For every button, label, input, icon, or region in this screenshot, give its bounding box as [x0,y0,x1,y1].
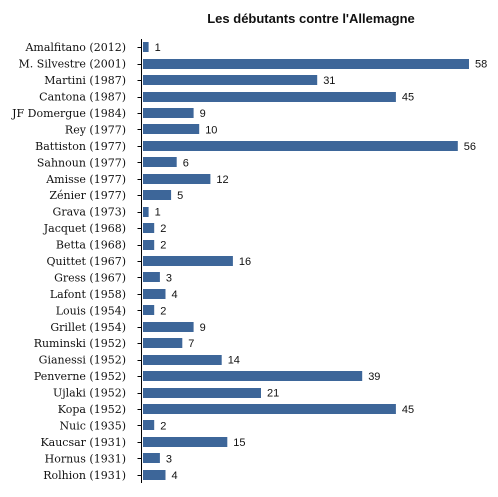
bar [143,141,458,151]
category-label: M. Silvestre (2001) [19,58,126,71]
bar [143,322,194,332]
category-label: JF Domergue (1984) [11,107,126,120]
data-label: 45 [402,404,414,416]
data-label: 2 [160,305,166,317]
chart-title: Les débutants contre l'Allemagne [207,11,415,26]
data-label: 58 [475,59,487,71]
category-label: Betta (1968) [56,239,126,252]
category-label: Kopa (1952) [58,403,126,416]
bar [143,305,155,315]
data-label: 9 [200,322,206,334]
category-label: Martini (1987) [44,74,126,87]
category-label: Kaucsar (1931) [40,436,126,449]
data-label: 56 [464,141,476,153]
bar [143,470,166,480]
data-label: 14 [228,355,240,367]
data-label: 3 [166,453,172,465]
data-label: 45 [402,92,414,104]
category-label: Ujlaki (1952) [53,387,126,400]
data-label: 4 [172,470,178,482]
bar [143,207,149,217]
category-label: Lafont (1958) [50,288,126,301]
data-label: 21 [267,388,279,400]
category-label: Rolhion (1931) [43,469,126,482]
data-label: 4 [172,289,178,301]
data-label: 2 [160,420,166,432]
bar [143,420,155,430]
bar [143,240,155,250]
bar [143,108,194,118]
data-label: 39 [368,371,380,383]
bar [143,338,183,348]
bar [143,388,261,398]
category-label: Quittet (1967) [47,255,126,268]
bar [143,75,318,85]
category-label: Amalfitano (2012) [24,41,126,54]
category-label: Zénier (1977) [49,189,126,202]
bar [143,174,211,184]
data-label: 5 [177,190,183,202]
bar [143,256,233,266]
bar [143,59,469,69]
category-label: Cantona (1987) [39,91,126,104]
category-labels: Amalfitano (2012) M. Silvestre (2001) Mart… [11,41,126,482]
bar [143,272,160,282]
data-label: 31 [323,75,335,87]
category-label: Louis (1954) [56,304,126,317]
category-label: Rey (1977) [65,123,126,136]
bar-series [143,42,469,480]
category-label: Penverne (1952) [34,370,126,383]
bar [143,371,363,381]
bar [143,157,177,167]
data-label: 9 [200,108,206,120]
data-label: 6 [183,157,189,169]
bar [143,124,200,134]
data-label: 7 [188,338,194,350]
bar [143,42,149,52]
data-label: 3 [166,272,172,284]
category-label: Nuic (1935) [60,419,126,432]
bar [143,355,222,365]
category-label: Gress (1967) [54,271,126,284]
category-label: Hornus (1931) [45,452,126,465]
bar [143,404,396,414]
data-label: 1 [155,42,161,54]
category-label: Grava (1973) [53,206,126,219]
data-label: 1 [155,207,161,219]
category-label: Battiston (1977) [35,140,126,153]
bar [143,190,172,200]
bar [143,92,396,102]
category-axis [137,39,142,483]
data-label: 2 [160,223,166,235]
bar [143,453,160,463]
data-label: 2 [160,240,166,252]
bar [143,437,228,447]
data-label: 10 [205,124,217,136]
data-label: 12 [216,174,228,186]
category-label: Jacquet (1968) [43,222,126,235]
data-label: 15 [233,437,245,449]
bar [143,223,155,233]
category-label: Gianessi (1952) [39,354,126,367]
data-label: 16 [239,256,251,268]
category-label: Ruminski (1952) [34,337,126,350]
category-label: Sahnoun (1977) [37,156,126,169]
category-label: Grillet (1954) [50,321,126,334]
category-label: Amisse (1977) [45,173,126,186]
bar [143,289,166,299]
